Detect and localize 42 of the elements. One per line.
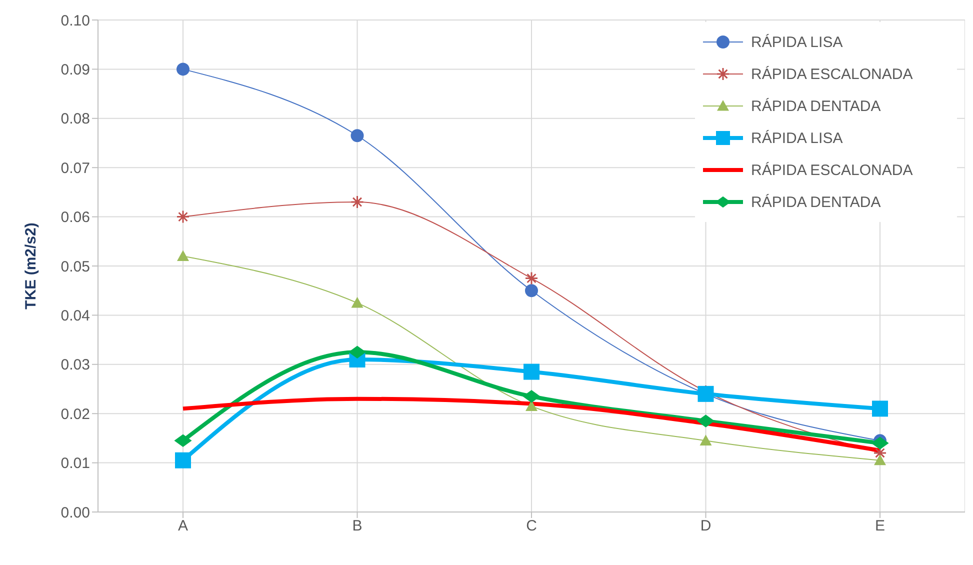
- point: [873, 446, 887, 460]
- point: [348, 346, 366, 358]
- point: [350, 129, 364, 142]
- point: [174, 434, 192, 448]
- point: [522, 390, 540, 403]
- y-tick-label: 0.08: [60, 110, 90, 128]
- y-tick-label: 0.09: [60, 62, 90, 79]
- point: [175, 452, 191, 468]
- y-tick-label: 0.03: [60, 356, 90, 374]
- y-tick-label: 0.01: [60, 455, 90, 472]
- x-tick-label: B: [352, 518, 362, 535]
- y-tick-label: 0.06: [60, 209, 90, 226]
- y-tick-label: 0.00: [60, 504, 90, 522]
- point: [524, 364, 540, 380]
- legend-label: RÁPIDA LISA: [751, 34, 843, 50]
- x-tick-label: C: [526, 518, 538, 535]
- legend-label: RÁPIDA LISA: [751, 130, 843, 146]
- point: [872, 400, 888, 417]
- x-tick-label: A: [178, 518, 188, 535]
- point: [350, 195, 364, 209]
- y-tick-label: 0.10: [60, 12, 90, 30]
- point: [874, 454, 886, 466]
- legend-label: RÁPIDA ESCALONADA: [751, 66, 913, 82]
- y-tick-label: 0.05: [60, 258, 90, 276]
- legend-label: RÁPIDA ESCALONADA: [751, 162, 913, 178]
- point: [525, 284, 538, 298]
- x-tick-label: E: [874, 518, 886, 535]
- point: [177, 250, 189, 261]
- legend-label: RÁPIDA DENTADA: [751, 194, 881, 210]
- point: [176, 210, 190, 224]
- y-tick-label: 0.07: [60, 160, 90, 177]
- y-axis-title: TKE (m2/s2): [22, 222, 40, 310]
- legend-label: RÁPIDA DENTADA: [751, 98, 881, 114]
- point: [696, 414, 715, 428]
- point: [524, 272, 538, 286]
- y-tick-label: 0.04: [60, 308, 90, 325]
- point: [700, 434, 712, 446]
- point: [871, 436, 889, 450]
- x-tick-label: D: [700, 518, 712, 535]
- point: [351, 296, 364, 308]
- y-tick-label: 0.02: [60, 406, 90, 423]
- point: [176, 62, 190, 76]
